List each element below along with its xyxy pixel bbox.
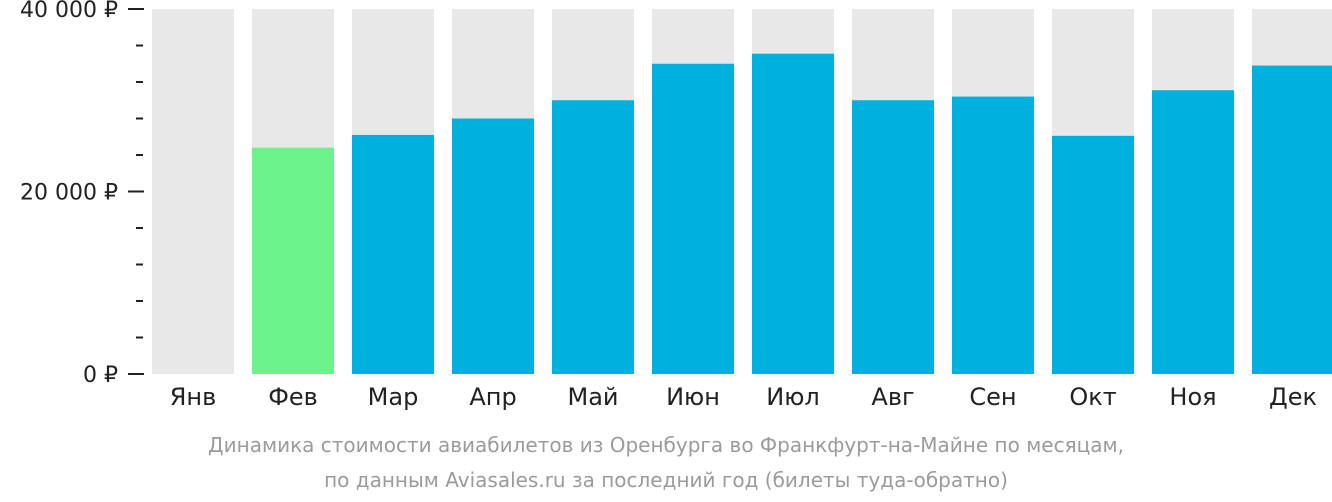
bar-12 xyxy=(1252,65,1332,374)
bar-11 xyxy=(1152,90,1234,375)
x-tick-label: Дек xyxy=(1269,383,1317,411)
price-bar-chart: 0 ₽ 20 000 ₽ 40 000 ₽ Янв Фев Мар Апр Май Июн Июл… xyxy=(20,0,1332,411)
chart-caption-line-1: Динамика стоимости авиабилетов из Оренбу… xyxy=(208,433,1124,457)
x-tick-label: Июн xyxy=(666,383,720,411)
x-tick-label: Июл xyxy=(766,383,820,411)
bar-5 xyxy=(552,100,634,374)
y-tick-label: 20 000 ₽ xyxy=(20,181,118,206)
bar-8 xyxy=(852,100,934,374)
x-tick-label: Янв xyxy=(170,383,217,411)
x-tick-label: Сен xyxy=(969,383,1016,411)
x-tick-label: Авг xyxy=(871,383,914,411)
x-tick-label: Ноя xyxy=(1169,383,1216,411)
bar-3 xyxy=(352,134,434,374)
bar-background-1 xyxy=(152,9,234,374)
bar-7 xyxy=(752,53,834,375)
y-tick-label: 0 ₽ xyxy=(83,363,118,388)
bar-2 xyxy=(252,147,334,374)
x-tick-label: Мар xyxy=(368,383,419,411)
x-tick-label: Фев xyxy=(268,383,318,411)
chart-caption-line-2: по данным Aviasales.ru за последний год … xyxy=(324,468,1008,492)
bar-4 xyxy=(452,118,534,374)
bar-9 xyxy=(952,96,1034,374)
bar-10 xyxy=(1052,135,1134,374)
x-tick-label: Окт xyxy=(1069,383,1116,411)
x-tick-label: Апр xyxy=(469,383,516,411)
y-tick-label: 40 000 ₽ xyxy=(20,0,118,23)
x-tick-label: Май xyxy=(567,383,618,411)
bar-6 xyxy=(652,63,734,374)
